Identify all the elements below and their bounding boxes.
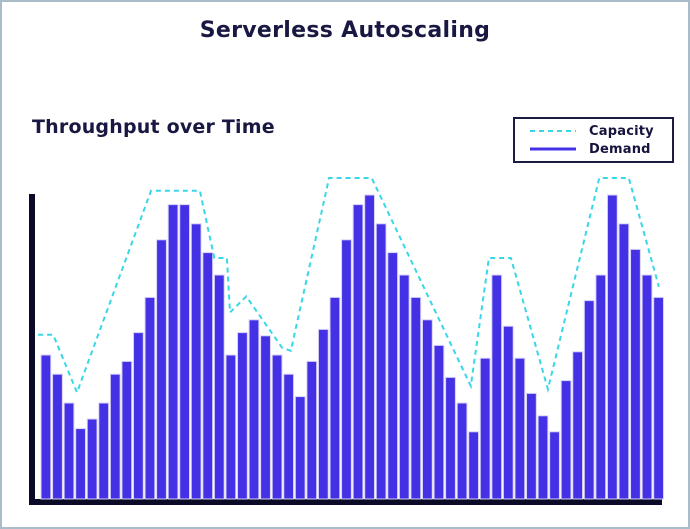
legend-label-demand: Demand <box>589 141 651 157</box>
chart-legend: Capacity Demand <box>513 117 674 163</box>
demand-bar <box>271 354 283 500</box>
demand-bar <box>630 248 641 500</box>
demand-bar <box>179 204 191 500</box>
demand-bar <box>306 360 318 500</box>
demand-bar <box>121 360 133 500</box>
demand-bar <box>491 274 503 500</box>
demand-bar <box>144 296 156 500</box>
demand-bar <box>549 431 560 500</box>
demand-bar <box>606 194 618 500</box>
page-title: Serverless Autoscaling <box>199 18 491 43</box>
demand-bar <box>641 274 653 500</box>
demand-bar <box>502 325 514 500</box>
demand-bar <box>352 204 364 500</box>
capacity-dashed-line-icon <box>530 130 576 132</box>
demand-bar <box>618 223 630 500</box>
demand-bar <box>398 274 410 500</box>
demand-bar <box>52 373 63 500</box>
demand-bar <box>237 332 248 500</box>
demand-bar <box>109 373 121 500</box>
demand-bar <box>156 239 167 500</box>
demand-bar <box>294 396 306 500</box>
demand-bar <box>514 357 526 500</box>
demand-bar <box>410 296 422 500</box>
demand-bars <box>40 194 664 500</box>
demand-bar <box>537 415 549 500</box>
demand-bar <box>317 328 329 500</box>
demand-bar <box>98 402 110 500</box>
demand-bar <box>653 296 664 500</box>
demand-bar <box>387 252 399 500</box>
demand-bar <box>526 392 537 500</box>
legend-item-capacity: Capacity <box>515 124 672 139</box>
demand-bar <box>248 319 260 500</box>
legend-item-demand: Demand <box>515 142 672 157</box>
demand-bar <box>572 351 584 500</box>
demand-bar <box>560 380 572 500</box>
demand-bar <box>63 402 75 500</box>
demand-bar <box>421 319 433 500</box>
capacity-dashed-path <box>38 177 660 396</box>
demand-bar <box>40 354 52 500</box>
demand-bar <box>225 354 237 500</box>
demand-bar <box>283 373 295 500</box>
demand-bar <box>213 274 225 500</box>
demand-bar <box>341 239 352 500</box>
x-axis <box>29 499 662 505</box>
demand-bar <box>445 376 456 500</box>
demand-bar <box>456 402 468 500</box>
demand-bar <box>86 418 98 500</box>
demand-bar <box>329 296 341 500</box>
demand-bar <box>190 223 202 500</box>
demand-bar <box>260 335 271 500</box>
chart-subtitle: Throughput over Time <box>32 116 275 138</box>
demand-bar <box>479 357 491 500</box>
capacity-line <box>38 177 660 396</box>
demand-bar <box>375 223 387 500</box>
demand-bar <box>132 332 144 500</box>
demand-bar <box>202 252 214 500</box>
demand-bar <box>595 274 607 500</box>
demand-bar <box>433 344 445 500</box>
demand-bar <box>75 428 86 500</box>
demand-bar <box>364 194 375 500</box>
demand-solid-line-icon <box>530 147 576 151</box>
legend-label-capacity: Capacity <box>589 123 654 139</box>
demand-bar <box>583 300 595 500</box>
demand-bar <box>468 431 480 500</box>
y-axis <box>29 194 35 505</box>
demand-bar <box>167 204 179 500</box>
